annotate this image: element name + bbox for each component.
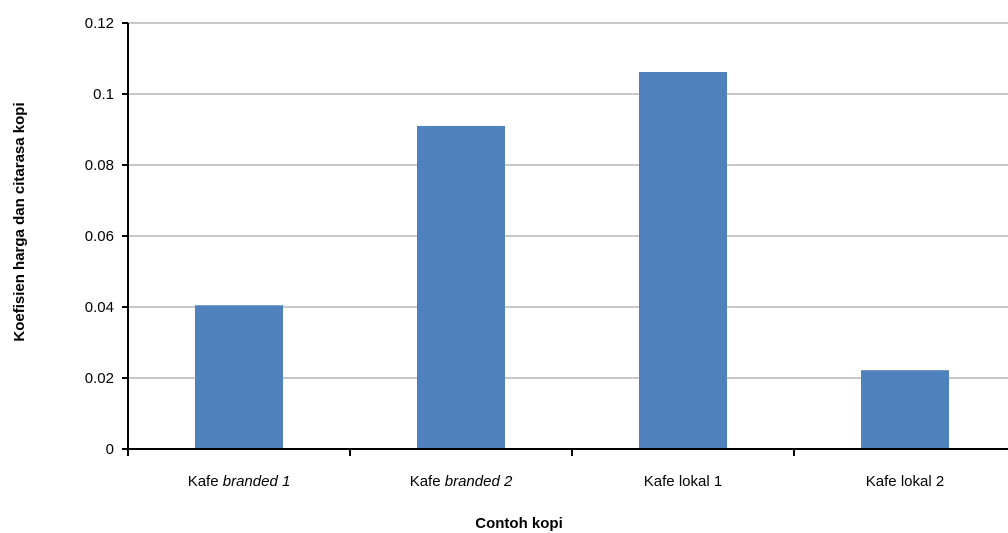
axes	[122, 22, 1008, 456]
bars	[195, 71, 949, 450]
bar	[639, 71, 727, 450]
y-tick-label: 0.08	[85, 157, 114, 174]
y-tick-label: 0.12	[85, 15, 114, 32]
y-tick-label: 0.02	[85, 370, 114, 387]
y-tick-label: 0.04	[85, 299, 114, 316]
bar	[195, 305, 283, 449]
bar	[417, 125, 505, 449]
y-tick-label: 0.1	[93, 86, 114, 103]
y-tick-label: 0.06	[85, 228, 114, 245]
x-category-label: Kafe branded 1	[188, 473, 291, 490]
x-category-label: Kafe branded 2	[410, 473, 513, 490]
y-tick-label: 0	[106, 441, 114, 458]
y-axis-title: Koefisien harga dan citarasa kopi	[11, 102, 28, 341]
y-tick-labels: 0 0.02 0.04 0.06 0.08 0.1 0.12	[85, 15, 114, 458]
x-category-label: Kafe lokal 2	[866, 473, 944, 490]
x-axis-title: Contoh kopi	[475, 515, 562, 532]
x-category-label: Kafe lokal 1	[644, 473, 722, 490]
bar	[861, 370, 949, 449]
x-category-labels: Kafe branded 1 Kafe branded 2 Kafe lokal 1…	[188, 473, 944, 490]
